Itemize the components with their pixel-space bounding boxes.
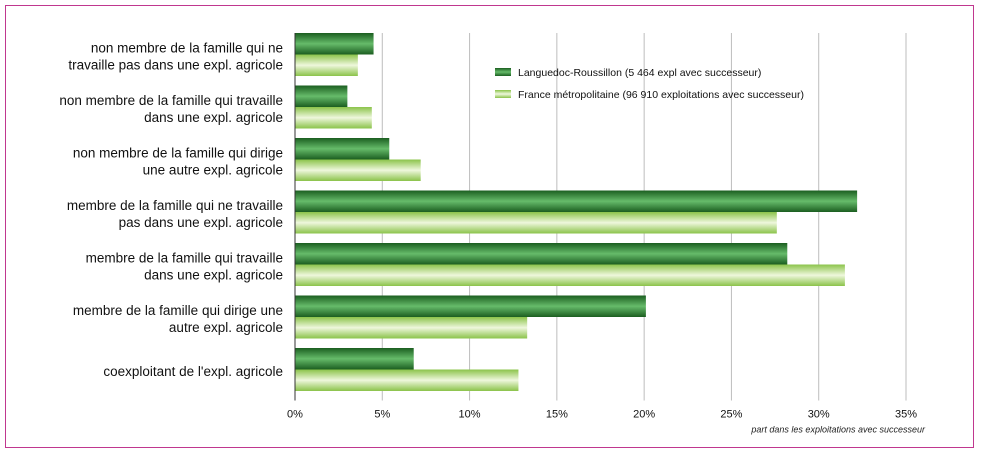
legend: Languedoc-Roussillon (5 464 expl avec su… bbox=[495, 67, 804, 101]
bar-france-0 bbox=[295, 54, 358, 76]
x-tick-label: 10% bbox=[459, 409, 481, 421]
bar-languedoc-0 bbox=[295, 33, 374, 55]
x-tick-label: 35% bbox=[895, 409, 917, 421]
category-label: une autre expl. agricole bbox=[143, 163, 283, 178]
legend-swatch bbox=[495, 90, 511, 98]
bar-languedoc-2 bbox=[295, 138, 390, 160]
category-label: autre expl. agricole bbox=[169, 320, 283, 335]
category-label: pas dans une expl. agricole bbox=[119, 215, 283, 230]
x-tick-label: 15% bbox=[546, 409, 568, 421]
bar-france-1 bbox=[295, 107, 372, 129]
x-tick-labels: 0% 5% 10% 15% 20% 25% 30% 35% bbox=[287, 409, 917, 421]
category-label: dans une expl. agricole bbox=[144, 110, 283, 125]
bars bbox=[295, 33, 858, 391]
legend-swatch bbox=[495, 68, 511, 76]
bar-languedoc-6 bbox=[295, 348, 414, 370]
bar-france-3 bbox=[295, 212, 777, 234]
grid-lines bbox=[381, 33, 907, 401]
x-tick-label: 0% bbox=[287, 409, 303, 421]
x-tick-label: 5% bbox=[374, 409, 390, 421]
bar-languedoc-3 bbox=[295, 190, 858, 212]
x-tick-label: 20% bbox=[633, 409, 655, 421]
category-label: travaille pas dans une expl. agricole bbox=[68, 58, 283, 73]
bar-france-2 bbox=[295, 159, 421, 181]
x-tick-label: 25% bbox=[720, 409, 742, 421]
bar-languedoc-1 bbox=[295, 85, 348, 107]
category-label: non membre de la famille qui dirige bbox=[73, 146, 283, 161]
category-label: membre de la famille qui ne travaille bbox=[67, 198, 283, 213]
bar-languedoc-4 bbox=[295, 243, 788, 265]
legend-label: Languedoc-Roussillon (5 464 expl avec su… bbox=[518, 67, 761, 79]
category-label: membre de la famille qui travaille bbox=[86, 251, 283, 266]
category-label: non membre de la famille qui ne bbox=[91, 41, 283, 56]
legend-label: France métropolitaine (96 910 exploitati… bbox=[518, 89, 804, 101]
x-axis-label: part dans les exploitations avec success… bbox=[750, 425, 926, 435]
chart-frame bbox=[5, 5, 974, 448]
bar-france-4 bbox=[295, 264, 845, 286]
category-label: non membre de la famille qui travaille bbox=[59, 93, 283, 108]
bar-france-6 bbox=[295, 369, 519, 391]
category-label: dans une expl. agricole bbox=[144, 268, 283, 283]
bar-languedoc-5 bbox=[295, 295, 646, 317]
category-label: coexploitant de l'expl. agricole bbox=[103, 364, 283, 379]
x-tick-label: 30% bbox=[808, 409, 830, 421]
category-labels: non membre de la famille qui ne travaille… bbox=[59, 41, 283, 380]
bar-france-5 bbox=[295, 317, 528, 339]
category-label: membre de la famille qui dirige une bbox=[73, 303, 283, 318]
